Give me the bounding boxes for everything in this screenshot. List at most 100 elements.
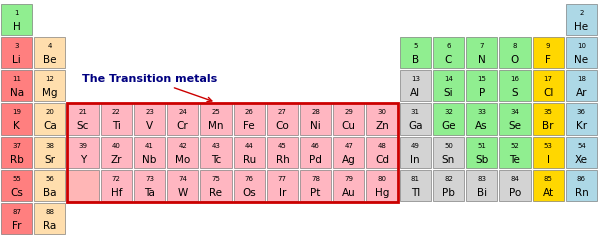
Text: Sr: Sr xyxy=(44,154,56,164)
Text: Si: Si xyxy=(444,88,453,98)
Text: K: K xyxy=(13,121,20,131)
Text: 52: 52 xyxy=(511,143,519,149)
FancyBboxPatch shape xyxy=(433,70,464,101)
FancyBboxPatch shape xyxy=(466,137,498,168)
FancyBboxPatch shape xyxy=(100,170,132,201)
Text: Na: Na xyxy=(10,88,24,98)
Text: 39: 39 xyxy=(78,143,87,149)
Text: 43: 43 xyxy=(212,143,221,149)
Text: In: In xyxy=(410,154,420,164)
Text: Co: Co xyxy=(276,121,289,131)
Text: P: P xyxy=(478,88,485,98)
Text: Cs: Cs xyxy=(10,188,23,198)
FancyBboxPatch shape xyxy=(566,137,597,168)
FancyBboxPatch shape xyxy=(566,70,597,101)
FancyBboxPatch shape xyxy=(367,137,398,168)
Text: Ru: Ru xyxy=(243,154,256,164)
Text: Cu: Cu xyxy=(342,121,356,131)
Text: 49: 49 xyxy=(411,143,420,149)
FancyBboxPatch shape xyxy=(1,170,32,201)
Text: Rh: Rh xyxy=(276,154,289,164)
FancyBboxPatch shape xyxy=(433,37,464,68)
Text: Ti: Ti xyxy=(112,121,121,131)
FancyBboxPatch shape xyxy=(34,137,65,168)
Text: Ca: Ca xyxy=(43,121,57,131)
Text: Zn: Zn xyxy=(375,121,389,131)
Text: 29: 29 xyxy=(344,109,353,115)
FancyBboxPatch shape xyxy=(566,37,597,68)
FancyBboxPatch shape xyxy=(134,103,165,135)
Text: 54: 54 xyxy=(577,143,586,149)
Text: Te: Te xyxy=(509,154,520,164)
FancyBboxPatch shape xyxy=(533,103,564,135)
Text: 36: 36 xyxy=(577,109,586,115)
Text: Y: Y xyxy=(80,154,86,164)
FancyBboxPatch shape xyxy=(533,37,564,68)
FancyBboxPatch shape xyxy=(300,137,331,168)
FancyBboxPatch shape xyxy=(234,170,265,201)
Text: 18: 18 xyxy=(577,76,586,82)
Text: 32: 32 xyxy=(444,109,453,115)
FancyBboxPatch shape xyxy=(167,170,199,201)
Text: 42: 42 xyxy=(178,143,187,149)
Text: 53: 53 xyxy=(544,143,553,149)
Text: 7: 7 xyxy=(480,43,484,49)
Text: 73: 73 xyxy=(145,176,154,182)
Text: Pd: Pd xyxy=(309,154,322,164)
FancyBboxPatch shape xyxy=(1,137,32,168)
FancyBboxPatch shape xyxy=(466,37,498,68)
Text: 79: 79 xyxy=(344,176,353,182)
Text: Rn: Rn xyxy=(575,188,588,198)
FancyBboxPatch shape xyxy=(499,103,530,135)
Text: Zr: Zr xyxy=(111,154,122,164)
FancyBboxPatch shape xyxy=(34,203,65,234)
Text: F: F xyxy=(545,55,551,65)
Text: Al: Al xyxy=(410,88,420,98)
Text: 45: 45 xyxy=(278,143,287,149)
Text: Cd: Cd xyxy=(375,154,389,164)
Text: 23: 23 xyxy=(145,109,154,115)
Text: 34: 34 xyxy=(511,109,520,115)
FancyBboxPatch shape xyxy=(267,137,298,168)
Text: 38: 38 xyxy=(45,143,54,149)
FancyBboxPatch shape xyxy=(533,137,564,168)
Text: The Transition metals: The Transition metals xyxy=(82,74,217,102)
Text: 83: 83 xyxy=(477,176,486,182)
FancyBboxPatch shape xyxy=(399,103,431,135)
Text: 14: 14 xyxy=(444,76,453,82)
FancyBboxPatch shape xyxy=(499,170,530,201)
Text: 31: 31 xyxy=(411,109,420,115)
Text: I: I xyxy=(547,154,550,164)
Text: 26: 26 xyxy=(245,109,254,115)
Text: 77: 77 xyxy=(278,176,287,182)
FancyBboxPatch shape xyxy=(399,70,431,101)
Text: 2: 2 xyxy=(579,10,584,16)
Text: 17: 17 xyxy=(544,76,553,82)
FancyBboxPatch shape xyxy=(68,103,99,135)
FancyBboxPatch shape xyxy=(300,170,331,201)
Text: H: H xyxy=(13,22,20,32)
Text: Ge: Ge xyxy=(441,121,456,131)
Text: 6: 6 xyxy=(446,43,451,49)
FancyBboxPatch shape xyxy=(433,137,464,168)
Text: 87: 87 xyxy=(12,209,21,215)
Text: 81: 81 xyxy=(411,176,420,182)
Text: 40: 40 xyxy=(112,143,121,149)
Text: 85: 85 xyxy=(544,176,553,182)
FancyBboxPatch shape xyxy=(34,170,65,201)
FancyBboxPatch shape xyxy=(34,103,65,135)
Text: 27: 27 xyxy=(278,109,287,115)
FancyBboxPatch shape xyxy=(566,170,597,201)
Text: Ar: Ar xyxy=(576,88,587,98)
FancyBboxPatch shape xyxy=(200,103,231,135)
Text: Ne: Ne xyxy=(574,55,588,65)
Text: Sc: Sc xyxy=(77,121,89,131)
FancyBboxPatch shape xyxy=(134,170,165,201)
FancyBboxPatch shape xyxy=(566,4,597,35)
Text: 86: 86 xyxy=(577,176,586,182)
Text: Sn: Sn xyxy=(442,154,455,164)
Text: W: W xyxy=(178,188,188,198)
FancyBboxPatch shape xyxy=(267,170,298,201)
FancyBboxPatch shape xyxy=(566,103,597,135)
Text: Ni: Ni xyxy=(310,121,321,131)
